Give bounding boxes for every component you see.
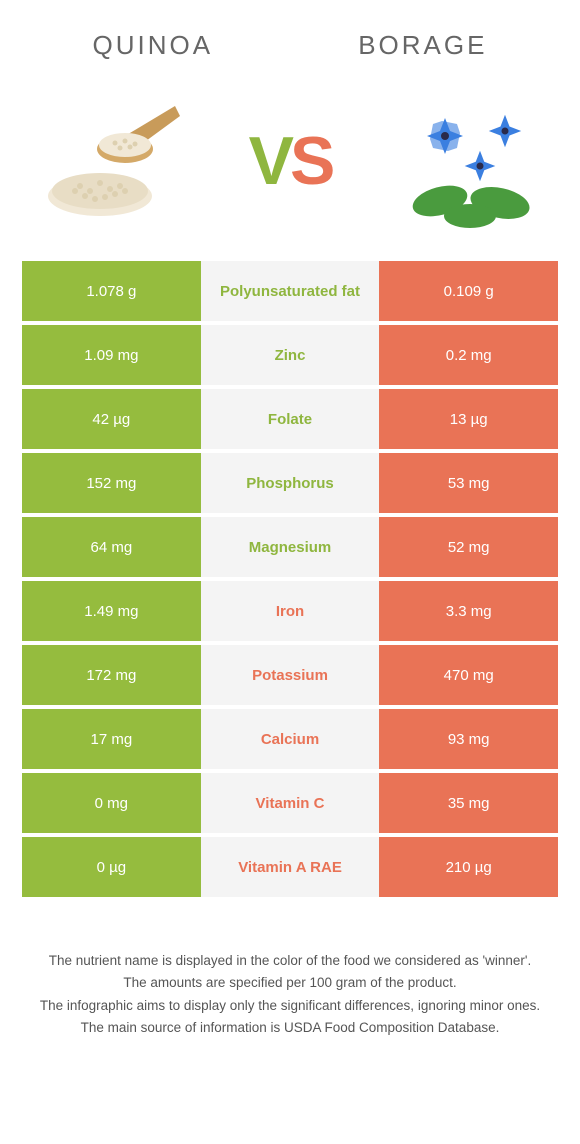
- footer-notes: The nutrient name is displayed in the co…: [0, 901, 580, 1060]
- left-value-cell: 152 mg: [22, 453, 201, 513]
- borage-image: [390, 91, 550, 231]
- table-row: 1.09 mgZinc0.2 mg: [22, 325, 558, 385]
- table-row: 1.49 mgIron3.3 mg: [22, 581, 558, 641]
- right-value-cell: 93 mg: [379, 709, 558, 769]
- footer-line: The infographic aims to display only the…: [20, 996, 560, 1016]
- left-value-cell: 0 mg: [22, 773, 201, 833]
- nutrient-label-cell: Magnesium: [201, 517, 380, 577]
- nutrient-table: 1.078 gPolyunsaturated fat0.109 g1.09 mg…: [0, 261, 580, 897]
- left-value-cell: 1.49 mg: [22, 581, 201, 641]
- left-value-cell: 64 mg: [22, 517, 201, 577]
- vs-label: VS: [249, 122, 332, 200]
- left-value-cell: 0 µg: [22, 837, 201, 897]
- table-row: 1.078 gPolyunsaturated fat0.109 g: [22, 261, 558, 321]
- header: Quinoa Borage: [0, 0, 580, 81]
- right-value-cell: 210 µg: [379, 837, 558, 897]
- left-value-cell: 172 mg: [22, 645, 201, 705]
- right-value-cell: 0.109 g: [379, 261, 558, 321]
- table-row: 172 mgPotassium470 mg: [22, 645, 558, 705]
- left-value-cell: 1.09 mg: [22, 325, 201, 385]
- right-value-cell: 53 mg: [379, 453, 558, 513]
- quinoa-image: [30, 91, 190, 231]
- nutrient-label-cell: Folate: [201, 389, 380, 449]
- table-row: 0 mgVitamin C35 mg: [22, 773, 558, 833]
- right-value-cell: 13 µg: [379, 389, 558, 449]
- footer-line: The amounts are specified per 100 gram o…: [20, 973, 560, 993]
- nutrient-label-cell: Vitamin A RAE: [201, 837, 380, 897]
- vs-s: S: [290, 123, 331, 199]
- nutrient-label-cell: Iron: [201, 581, 380, 641]
- right-food-title: Borage: [358, 30, 487, 61]
- nutrient-label-cell: Polyunsaturated fat: [201, 261, 380, 321]
- table-row: 152 mgPhosphorus53 mg: [22, 453, 558, 513]
- table-row: 64 mgMagnesium52 mg: [22, 517, 558, 577]
- vs-v: V: [249, 123, 290, 199]
- table-row: 0 µgVitamin A RAE210 µg: [22, 837, 558, 897]
- nutrient-label-cell: Potassium: [201, 645, 380, 705]
- left-food-title: Quinoa: [93, 30, 214, 61]
- nutrient-label-cell: Zinc: [201, 325, 380, 385]
- footer-line: The nutrient name is displayed in the co…: [20, 951, 560, 971]
- footer-line: The main source of information is USDA F…: [20, 1018, 560, 1038]
- table-row: 42 µgFolate13 µg: [22, 389, 558, 449]
- nutrient-label-cell: Phosphorus: [201, 453, 380, 513]
- nutrient-label-cell: Calcium: [201, 709, 380, 769]
- left-value-cell: 1.078 g: [22, 261, 201, 321]
- table-row: 17 mgCalcium93 mg: [22, 709, 558, 769]
- right-value-cell: 52 mg: [379, 517, 558, 577]
- left-value-cell: 17 mg: [22, 709, 201, 769]
- right-value-cell: 0.2 mg: [379, 325, 558, 385]
- right-value-cell: 35 mg: [379, 773, 558, 833]
- left-value-cell: 42 µg: [22, 389, 201, 449]
- right-value-cell: 3.3 mg: [379, 581, 558, 641]
- right-value-cell: 470 mg: [379, 645, 558, 705]
- hero-row: VS: [0, 81, 580, 261]
- nutrient-label-cell: Vitamin C: [201, 773, 380, 833]
